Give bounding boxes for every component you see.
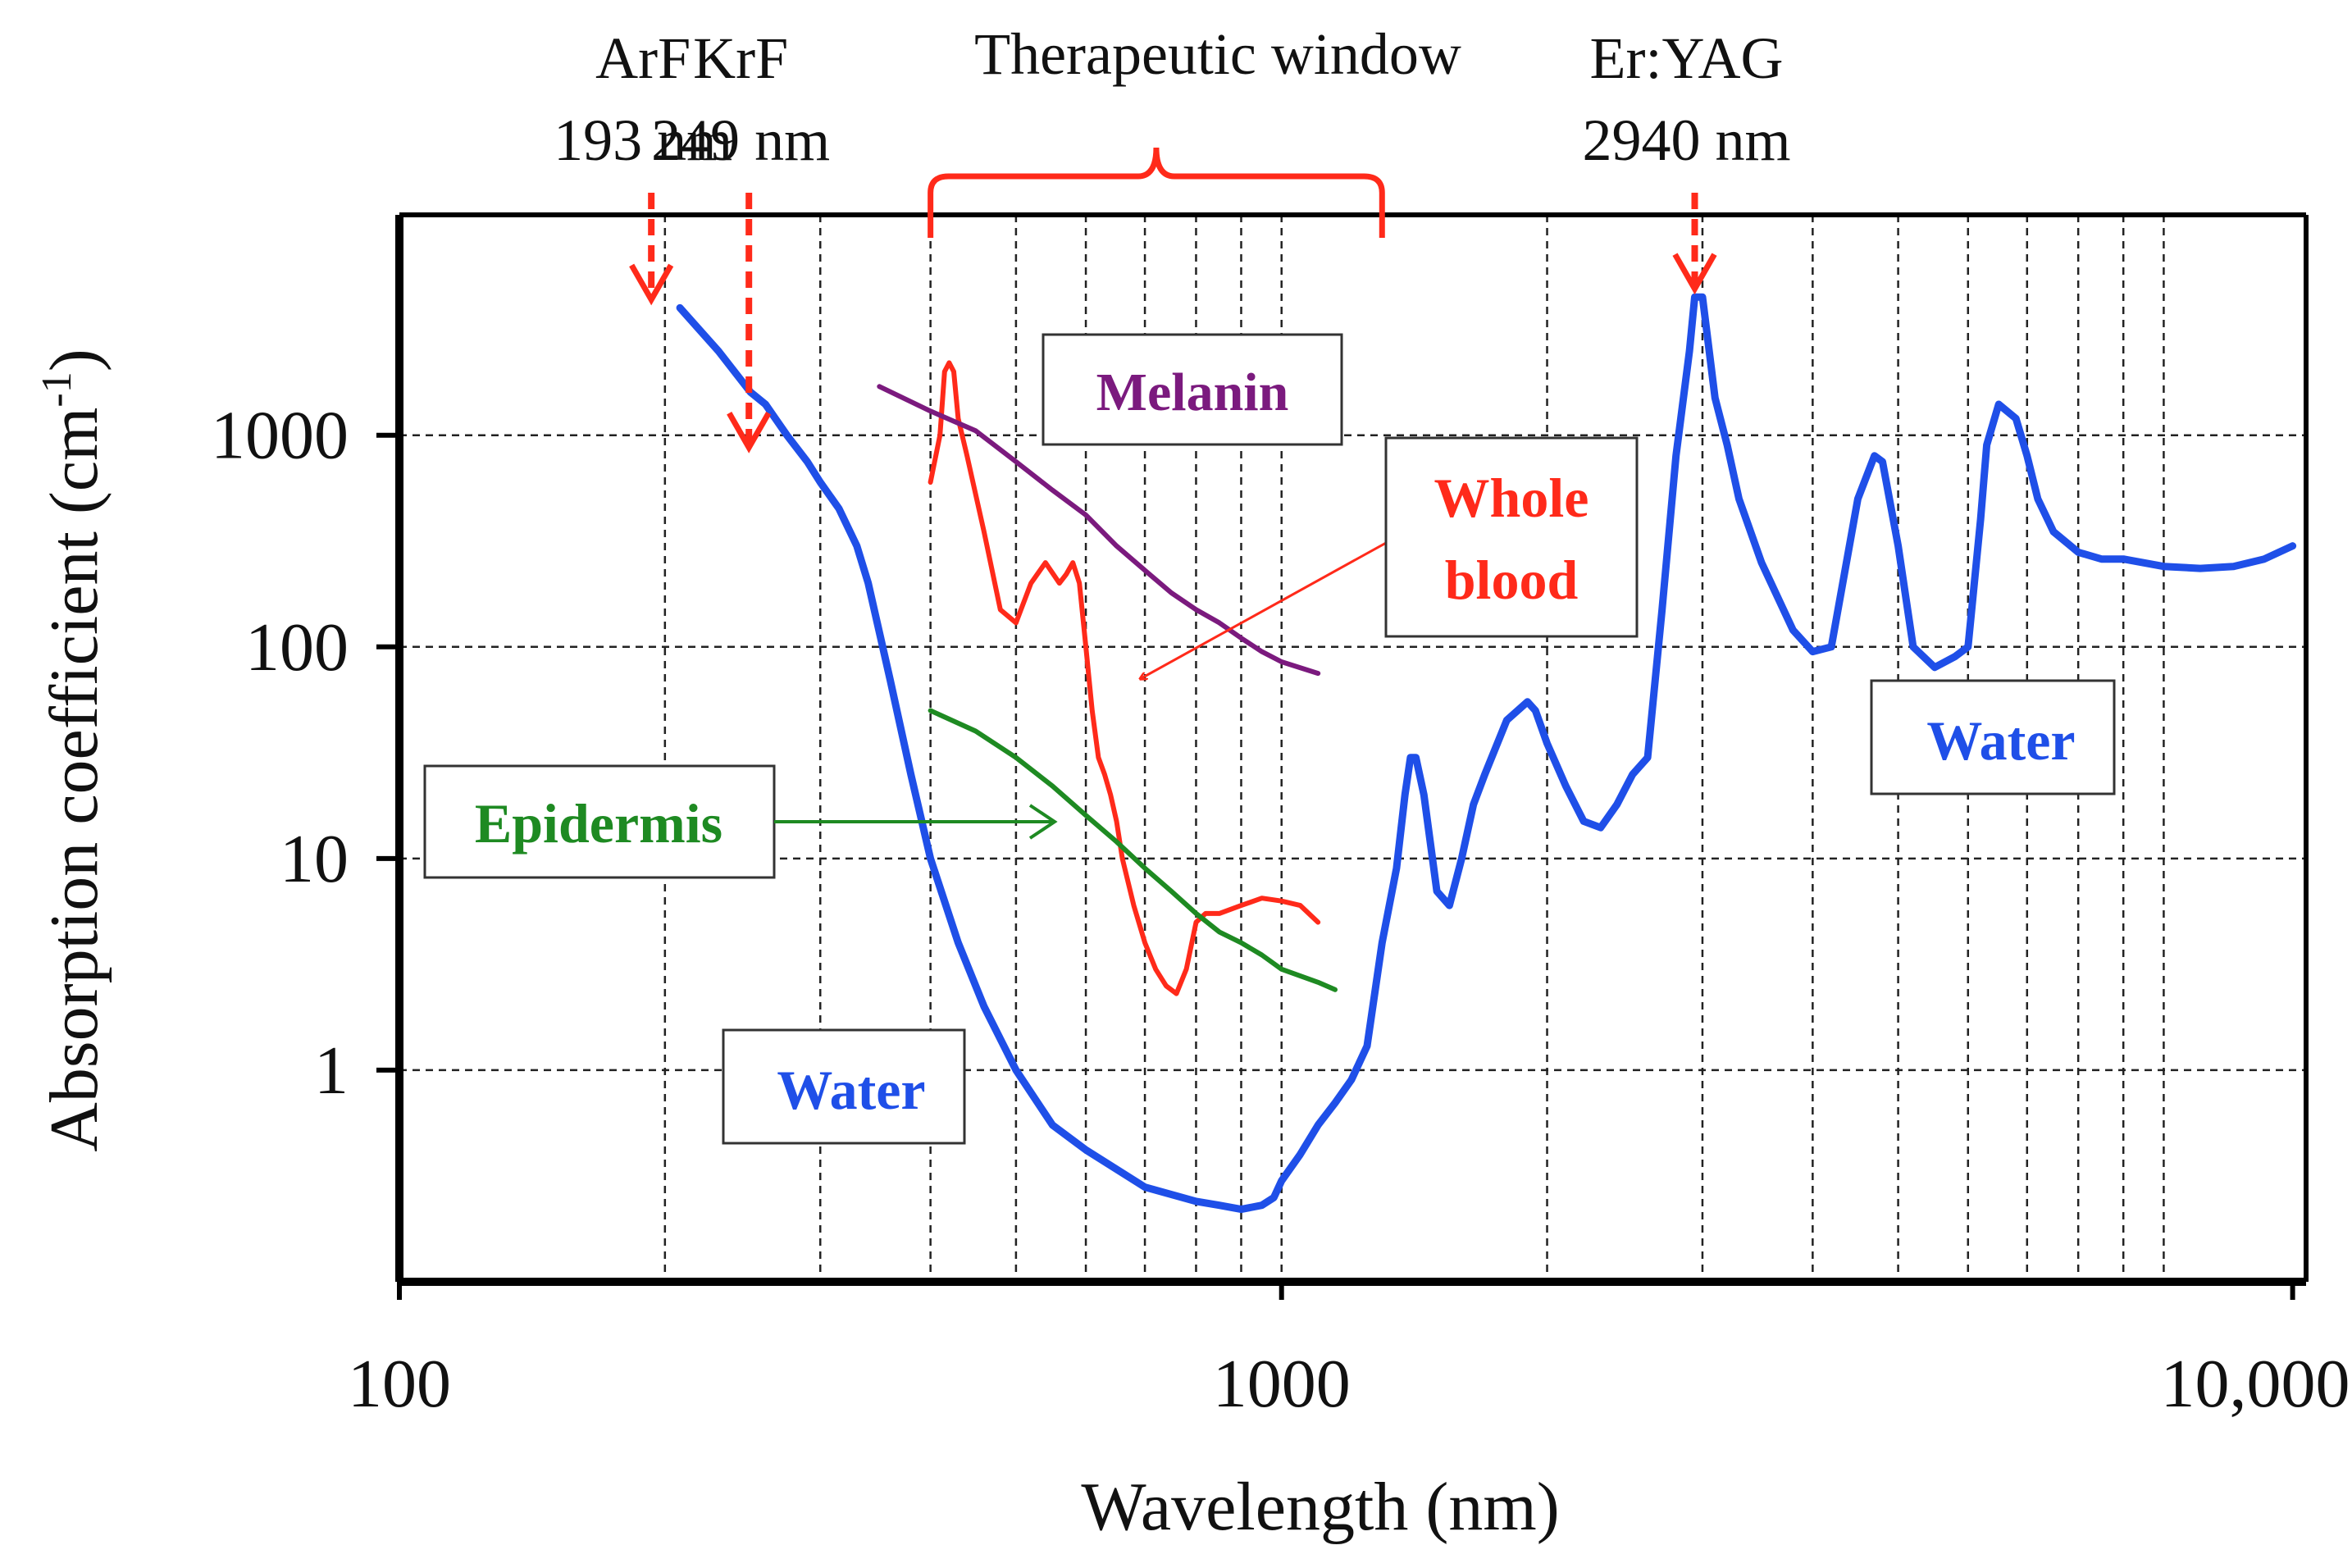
- whole-blood-label-line2: blood: [1445, 549, 1579, 611]
- melanin-label-box: Melanin: [1042, 333, 1343, 446]
- whole-blood-label-box: Whole blood: [1140, 436, 1639, 679]
- water-box-right: [1870, 679, 2116, 795]
- laser-marker-krf: KrF 249 nm: [651, 25, 830, 454]
- laser-markers: ArF 193 nm KrF 249 nm Er:YAG 2940 nm: [554, 25, 1791, 454]
- x-tick-labels: 100 1000 10,000: [348, 1346, 2350, 1422]
- epidermis-series-line: [928, 708, 1338, 992]
- laser-wavelength-label: 193 nm: [554, 107, 732, 173]
- y-tick-label: 1: [314, 1032, 349, 1109]
- x-axis-title: Wavelength (nm): [1081, 1469, 1559, 1545]
- whole-blood-series-line: [928, 360, 1321, 996]
- x-tick-label: 10,000: [2161, 1346, 2350, 1422]
- y-tick-labels: 1 10 100 1000: [211, 398, 349, 1109]
- series-lines: [676, 293, 2297, 1214]
- laser-arrow-head: [727, 412, 772, 454]
- whole-blood-pointer-arrow: [1140, 541, 1387, 679]
- laser-arrow-head: [629, 263, 674, 306]
- y-axis-title-main: Absorption coefficient (cm: [36, 408, 112, 1152]
- y-axis-title-superscript: -1: [34, 371, 80, 407]
- water-label-right: Water: [1926, 709, 2075, 772]
- epidermis-box: [423, 764, 776, 879]
- y-tick-label: 10: [280, 821, 349, 897]
- x-tick-label: 1000: [1213, 1346, 1351, 1422]
- whole-blood-box: [1384, 436, 1639, 638]
- laser-marker-eryag: Er:YAG 2940 nm: [1583, 25, 1791, 295]
- melanin-label: Melanin: [1096, 362, 1289, 422]
- epidermis-label-box: Epidermis: [423, 764, 1058, 879]
- whole-blood-label-line1: Whole: [1434, 467, 1589, 529]
- water-box-left: [722, 1028, 966, 1145]
- epidermis-label: Epidermis: [475, 792, 722, 855]
- laser-name-label: KrF: [693, 25, 788, 91]
- y-tick-label: 100: [245, 609, 349, 686]
- water-label-box-right: Water: [1870, 679, 2116, 795]
- epidermis-arrow-head: [1028, 804, 1058, 840]
- laser-name-label: ArF: [595, 25, 691, 91]
- tick-marks: [376, 432, 2295, 1300]
- x-tick-label: 100: [348, 1346, 451, 1422]
- water-label-left: Water: [777, 1059, 925, 1121]
- laser-wavelength-label: 2940 nm: [1583, 107, 1791, 173]
- melanin-series-line: [877, 384, 1321, 677]
- y-axis-title: Absorption coefficient (cm-1): [34, 349, 112, 1151]
- y-axis-title-close: ): [36, 349, 112, 371]
- laser-arrow-head: [1672, 253, 1717, 295]
- therapeutic-window-brace: [928, 147, 1385, 238]
- water-series-line: [676, 293, 2297, 1214]
- laser-wavelength-label: 249 nm: [651, 107, 830, 173]
- laser-marker-arf: ArF 193 nm: [554, 25, 732, 306]
- y-tick-label: 1000: [211, 398, 349, 474]
- therapeutic-window-label: Therapeutic window: [974, 21, 1461, 87]
- laser-name-label: Er:YAG: [1590, 25, 1784, 91]
- water-label-box-left: Water: [722, 1028, 966, 1145]
- melanin-box: [1042, 333, 1343, 446]
